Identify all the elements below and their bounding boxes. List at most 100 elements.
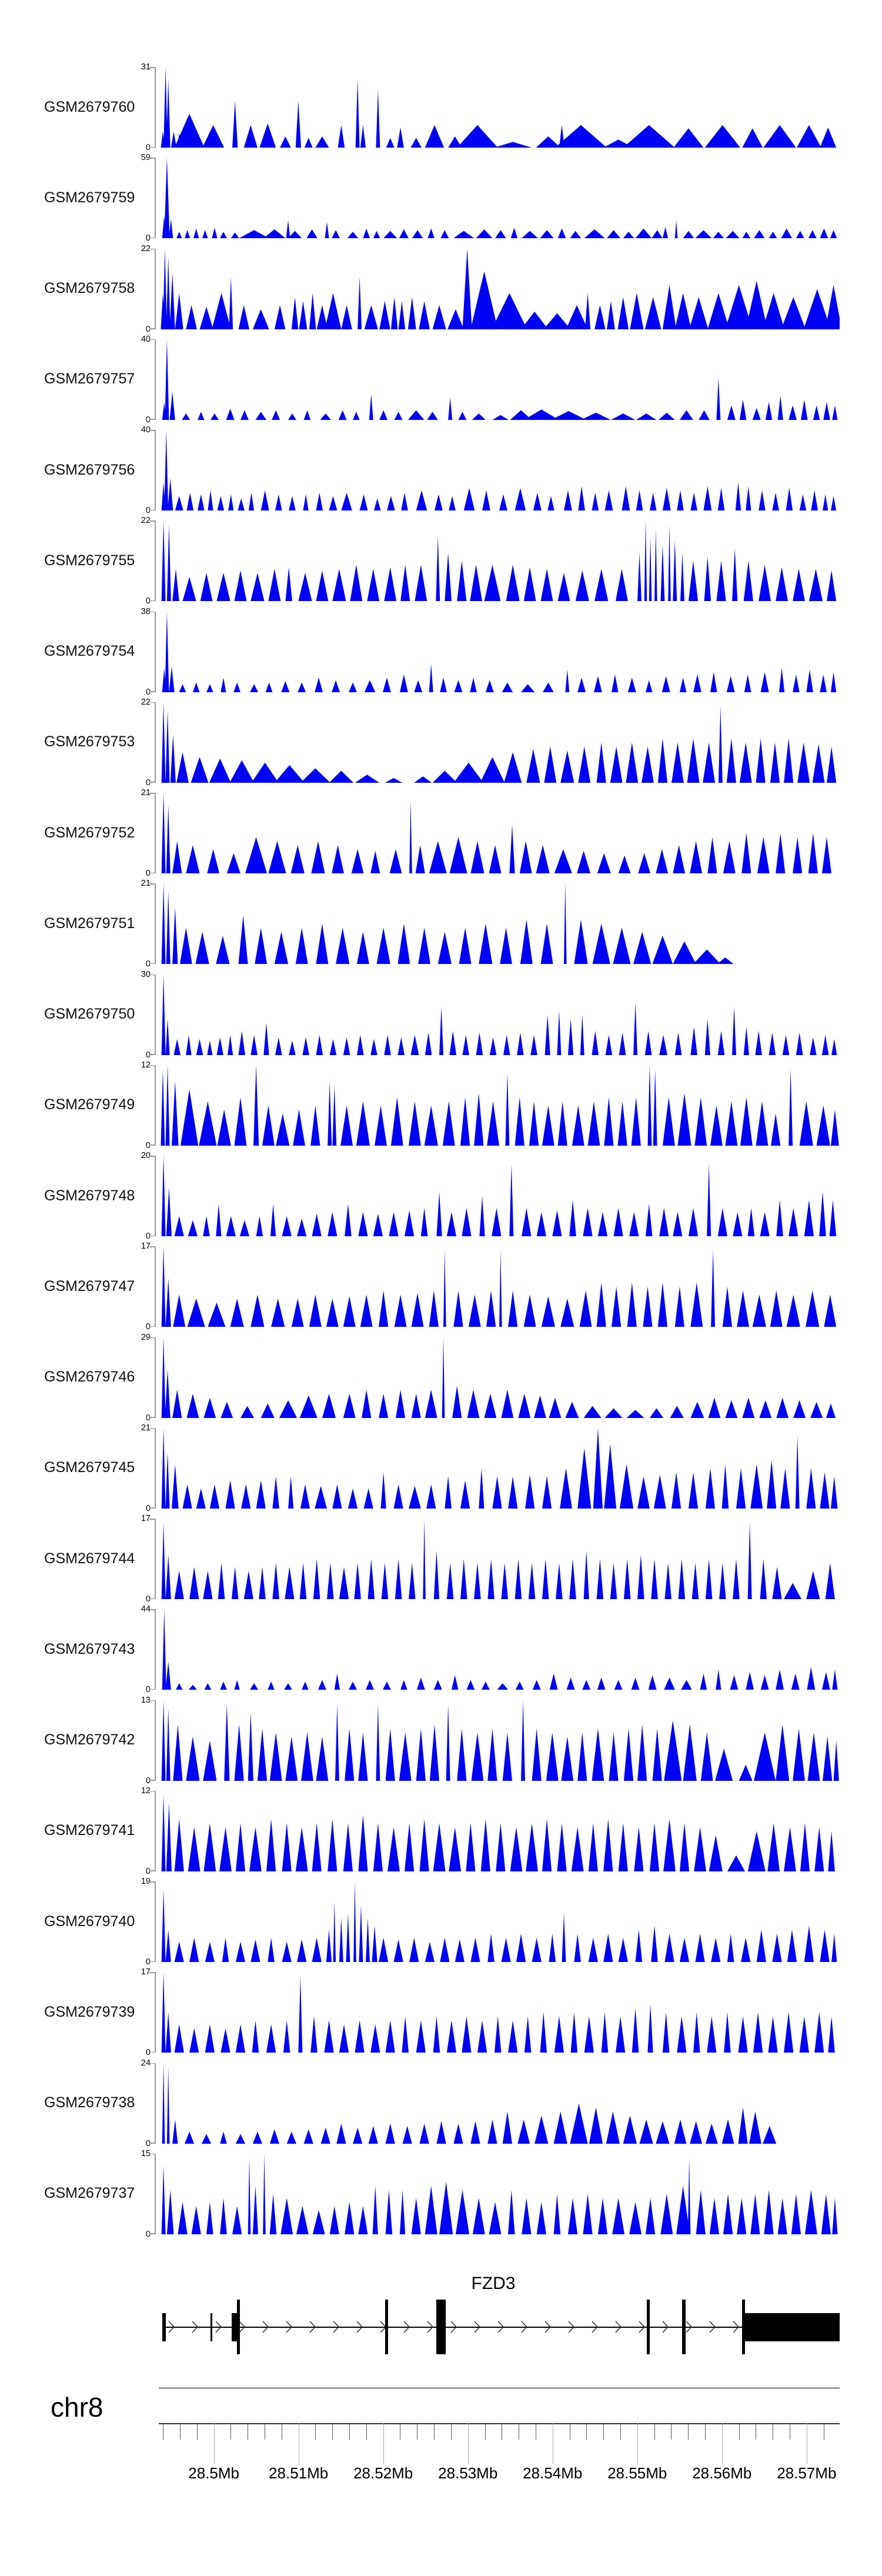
ruler-minor-tick: [704, 2423, 706, 2440]
ruler-minor-tick: [434, 2423, 435, 2440]
exon-tall: [385, 2300, 389, 2354]
track-axis-line: [155, 1972, 156, 2053]
signal-area: [162, 158, 837, 239]
ruler-minor-tick: [180, 2423, 181, 2440]
signal-plot: [161, 248, 840, 329]
track-label: GSM2679758: [44, 280, 135, 297]
track-axis-bottom-tick: [149, 1054, 155, 1055]
track-ymax-value: 17: [141, 1967, 151, 1977]
track-ybase-value: 0: [145, 2229, 151, 2239]
ruler-minor-tick: [485, 2423, 486, 2440]
track-label: GSM2679738: [44, 2094, 135, 2111]
track-ybase-value: 0: [145, 2048, 151, 2058]
signal-area: [161, 1700, 839, 1781]
track-ybase-value: 0: [145, 415, 151, 425]
signal-plot: [161, 1972, 835, 2053]
track-label: GSM2679760: [44, 98, 135, 115]
ruler-tick-label: 28.56Mb: [692, 2464, 752, 2482]
track-ymax-value: 19: [141, 1877, 151, 1887]
ruler-minor-tick: [349, 2423, 350, 2440]
track-axis-line: [155, 1881, 156, 1963]
track-axis-line: [155, 883, 156, 965]
track-ybase-value: 0: [145, 1866, 151, 1876]
ruler-major-tick: [213, 2423, 215, 2464]
track-ymax-value: 21: [141, 879, 151, 889]
track-label: GSM2679754: [44, 643, 135, 660]
track-axis-bottom-tick: [149, 782, 155, 783]
exon-tall: [236, 2300, 240, 2354]
ruler-tick-label: 28.51Mb: [269, 2464, 329, 2482]
track-axis-line: [155, 2153, 156, 2234]
signal-plot: [161, 1519, 835, 1600]
track-axis-top-tick: [149, 1881, 155, 1883]
signal-area: [161, 1794, 835, 1871]
track-axis-line: [155, 339, 156, 420]
track-axis-bottom-tick: [149, 600, 155, 602]
track-ymax-value: 17: [141, 1514, 151, 1524]
ruler-minor-tick: [586, 2423, 587, 2440]
track-label: GSM2679755: [44, 552, 135, 569]
signal-area: [161, 793, 832, 874]
signal-plot: [161, 974, 837, 1055]
ruler-minor-tick: [315, 2423, 316, 2440]
track-ymax-value: 40: [141, 425, 151, 435]
signal-plot: [161, 520, 837, 602]
signal-area: [161, 520, 837, 602]
track-ymax-value: 17: [141, 1242, 151, 1252]
track-axis-bottom-tick: [149, 963, 155, 965]
track-axis-bottom-tick: [149, 2051, 155, 2053]
track-ybase-value: 0: [145, 1232, 151, 1242]
track-axis-line: [155, 1790, 156, 1871]
track-label: GSM2679753: [44, 733, 135, 750]
track-ybase-value: 0: [145, 1503, 151, 1513]
signal-plot: [162, 2063, 777, 2144]
ruler-major-tick: [721, 2423, 723, 2464]
track-axis-bottom-tick: [149, 1689, 155, 1690]
track-label: GSM2679752: [44, 824, 135, 841]
exon-box: [744, 2313, 840, 2341]
track-axis-bottom-tick: [149, 691, 155, 692]
exon-tall: [436, 2300, 446, 2354]
track-ybase-value: 0: [145, 1685, 151, 1695]
track-axis-top-tick: [149, 430, 155, 431]
track-axis-line: [155, 611, 156, 692]
track-axis-bottom-tick: [149, 2143, 155, 2144]
strand-chevron-icon: [168, 2321, 739, 2333]
track-axis-bottom-tick: [149, 872, 155, 874]
track-axis-bottom-tick: [149, 419, 155, 420]
track-axis-line: [155, 520, 156, 602]
track-axis-bottom-tick: [149, 1326, 155, 1327]
signal-area: [161, 1881, 837, 1963]
track-ymax-value: 38: [141, 606, 151, 616]
signal-area: [161, 1519, 835, 1600]
ruler-minor-tick: [688, 2423, 689, 2440]
track-ybase-value: 0: [145, 324, 151, 334]
track-axis-line: [155, 1065, 156, 1146]
track-axis-bottom-tick: [149, 509, 155, 511]
signal-area: [161, 1246, 837, 1327]
track-axis-bottom-tick: [149, 1870, 155, 1871]
ruler-major-tick: [383, 2423, 384, 2464]
track-axis-line: [155, 2063, 156, 2144]
signal-area: [161, 883, 734, 965]
signal-area: [161, 1065, 839, 1146]
track-axis-bottom-tick: [149, 1780, 155, 1781]
track-ymax-value: 22: [141, 243, 151, 253]
track-axis-top-tick: [149, 1246, 155, 1247]
track-ybase-value: 0: [145, 596, 151, 606]
signal-plot: [161, 883, 734, 965]
track-ybase-value: 0: [145, 1413, 151, 1423]
track-label: GSM2679743: [44, 1640, 135, 1657]
signal-area: [161, 1972, 835, 2053]
track-axis-bottom-tick: [149, 1961, 155, 1963]
track-ybase-value: 0: [145, 1957, 151, 1967]
ruler-tick-label: 28.53Mb: [438, 2464, 498, 2482]
track-label: GSM2679750: [44, 1006, 135, 1023]
signal-plot: [161, 67, 837, 148]
track-ymax-value: 29: [141, 1332, 151, 1342]
track-axis-top-tick: [149, 1156, 155, 1157]
track-ybase-value: 0: [145, 1594, 151, 1604]
track-ybase-value: 0: [145, 959, 151, 969]
ruler-tick-label: 28.55Mb: [607, 2464, 667, 2482]
